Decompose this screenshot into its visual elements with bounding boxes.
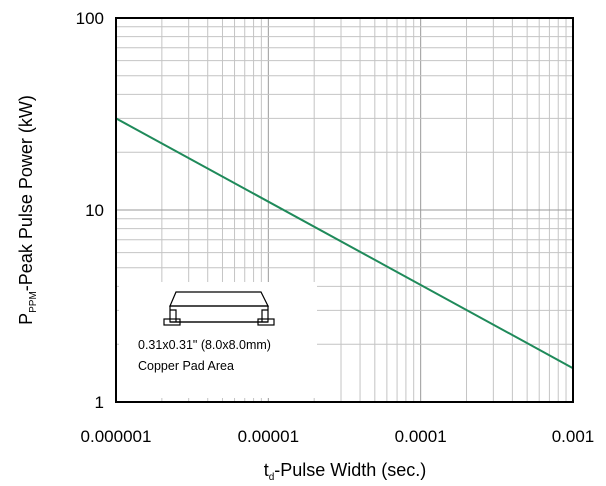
y-axis-title: PPPM-Peak Pulse Power (kW)	[16, 95, 39, 325]
x-axis-title-main: t	[264, 460, 269, 480]
x-tick-label: 0.0001	[395, 427, 447, 446]
y-tick-label: 10	[85, 201, 104, 220]
x-axis-title: td-Pulse Width (sec.)	[264, 460, 427, 483]
x-tick-label: 0.00001	[238, 427, 299, 446]
y-tick-labels: 1 10 100	[76, 9, 104, 412]
smd-package-icon	[163, 291, 275, 326]
grid-lines	[116, 18, 573, 402]
x-tick-label: 0.001	[552, 427, 595, 446]
y-tick-label: 1	[95, 393, 104, 412]
x-axis-title-rest: -Pulse Width (sec.)	[274, 460, 426, 480]
y-tick-label: 100	[76, 9, 104, 28]
y-axis-title-main: P	[16, 313, 36, 325]
inset-label-size: 0.31x0.31" (8.0x8.0mm)	[138, 338, 271, 352]
inset-annotation: 0.31x0.31" (8.0x8.0mm) Copper Pad Area	[119, 282, 317, 398]
inset-label-area: Copper Pad Area	[138, 359, 234, 373]
inset-background	[119, 282, 317, 398]
x-tick-labels: 0.000001 0.00001 0.0001 0.001	[81, 427, 595, 446]
x-tick-label: 0.000001	[81, 427, 152, 446]
y-axis-title-subscript: PPM	[28, 291, 39, 313]
y-axis-title-rest: -Peak Pulse Power (kW)	[16, 95, 36, 291]
plot-frame	[115, 17, 574, 403]
x-axis-title-subscript: d	[269, 472, 275, 483]
series-line	[115, 117, 574, 370]
